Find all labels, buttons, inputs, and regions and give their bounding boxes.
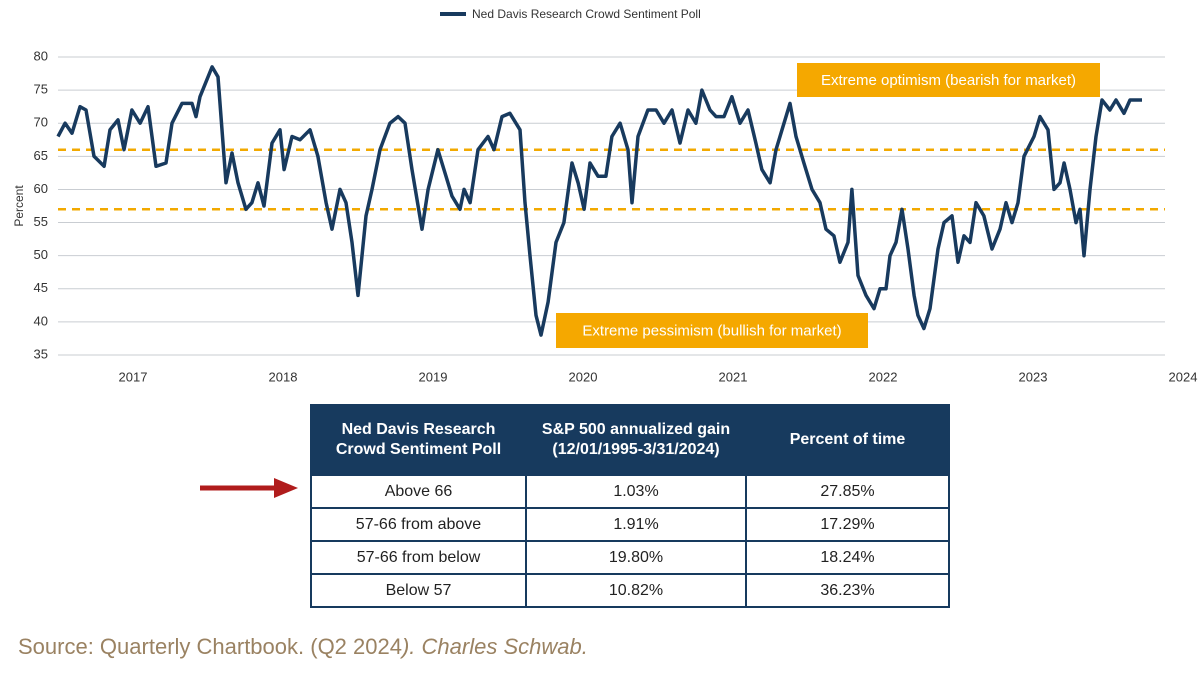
arrow-head	[274, 478, 298, 498]
y-tick-label: 40	[34, 313, 48, 328]
source-text: Source: Quarterly Chartbook. (Q2 2024	[18, 634, 402, 659]
x-tick-label: 2020	[569, 369, 598, 384]
table-cell: 17.29%	[745, 507, 950, 542]
table-row: Above 66 1.03% 27.85%	[310, 474, 950, 509]
y-tick-label: 80	[34, 48, 48, 63]
y-tick-label: 35	[34, 346, 48, 361]
table-cell: 57-66 from above	[310, 507, 527, 542]
y-tick-label: 45	[34, 280, 48, 295]
table-row: 57-66 from below 19.80% 18.24%	[310, 540, 950, 575]
table-cell: 18.24%	[745, 540, 950, 575]
source: Source: Quarterly Chartbook. (Q2 2024). …	[18, 634, 588, 660]
table-cell: 57-66 from below	[310, 540, 527, 575]
table-cell: 27.85%	[745, 474, 950, 509]
header-row: Ned Davis Research Crowd Sentiment Poll S…	[310, 404, 950, 476]
y-tick-label: 55	[34, 214, 48, 229]
table-cell: 10.82%	[525, 573, 747, 608]
y-tick-label: 65	[34, 148, 48, 163]
x-tick-label: 2017	[119, 369, 148, 384]
header-cell: Percent of time	[745, 404, 950, 476]
y-tick-label: 75	[34, 82, 48, 97]
header-cell: S&P 500 annualized gain (12/01/1995-3/31…	[525, 404, 747, 476]
legend-label: Ned Davis Research Crowd Sentiment Poll	[472, 7, 701, 21]
x-tick-label: 2024	[1169, 369, 1198, 384]
annotation: Extreme pessimism (bullish for market)	[582, 322, 841, 339]
annotation-box	[797, 63, 1100, 97]
table-cell: 36.23%	[745, 573, 950, 608]
y-tick-label: 60	[34, 181, 48, 196]
y-tick-label: 70	[34, 115, 48, 130]
table-cell: 1.91%	[525, 507, 747, 542]
table-cell: 19.80%	[525, 540, 747, 575]
annotation-box	[556, 313, 868, 348]
x-tick-label: 2019	[419, 369, 448, 384]
x-tick-label: 2021	[719, 369, 748, 384]
chart: 35 40 45 50 55 60 65 70 75 80 2017 2018 2019 2020 2021…	[12, 7, 1198, 384]
source-italic: ). Charles Schwab.	[401, 634, 588, 659]
table-row: Below 57 10.82% 36.23%	[310, 573, 950, 608]
table-cell: Below 57	[310, 573, 527, 608]
annotation: Extreme optimism (bearish for market)	[821, 72, 1076, 89]
series-line	[56, 65, 1142, 337]
x-tick-label: 2023	[1019, 369, 1048, 384]
y-tick-label: 50	[34, 247, 48, 262]
table-cell: 1.03%	[525, 474, 747, 509]
summary-table: Ned Davis Research Crowd Sentiment Poll S…	[310, 404, 950, 608]
y-axis-label: Percent	[12, 185, 26, 227]
x-tick-label: 2022	[869, 369, 898, 384]
table-cell: Above 66	[310, 474, 527, 509]
table-row: 57-66 from above 1.91% 17.29%	[310, 507, 950, 542]
header-cell: Ned Davis Research Crowd Sentiment Poll	[310, 404, 527, 476]
x-tick-label: 2018	[269, 369, 298, 384]
